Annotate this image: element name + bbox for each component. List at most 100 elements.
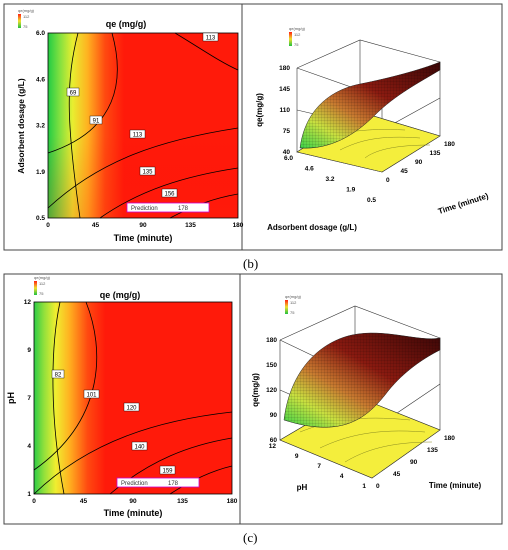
y-tick-label: 4 <box>340 473 344 480</box>
legend-colorbar <box>34 281 37 295</box>
z-tick-label: 180 <box>266 337 277 344</box>
x-tick-label: 135 <box>427 447 438 454</box>
y-tick-label: 4.6 <box>305 166 314 173</box>
z-tick-label: 60 <box>270 437 278 444</box>
x-tick-label: 45 <box>92 222 100 229</box>
panel-c-frame-right <box>239 273 503 525</box>
x-tick-label: 135 <box>430 150 441 157</box>
y-tick-label: 1.9 <box>346 187 355 194</box>
contour-label: 113 <box>133 133 143 139</box>
heatmap-b-border <box>47 32 239 219</box>
panel-c: 82 101 120 140 159 Prediction 178 qe (mg… <box>3 273 503 525</box>
prediction-value: 178 <box>168 481 179 487</box>
panel-b: 69 91 113 113 135 156 Prediction 178 qe … <box>3 3 503 251</box>
contour-line <box>47 32 118 154</box>
legend-b-3d: qe(mg/g) 112 75 <box>289 26 306 47</box>
y-tick-label: 9 <box>27 347 31 354</box>
contour-label: 101 <box>86 393 97 399</box>
z-tick-label: 145 <box>279 86 290 93</box>
heatmap-c-ticks: 0 45 90 135 180 1 4 7 9 12 <box>24 299 238 505</box>
contour-labels-b: 69 91 113 113 135 156 <box>66 32 219 198</box>
heatmap-b-xlabel: Time (minute) <box>114 233 173 243</box>
panel-b-frame-right <box>241 3 503 251</box>
contour-label: 159 <box>162 469 173 475</box>
x-tick-label: 180 <box>444 435 455 442</box>
legend-colorbar <box>18 14 21 28</box>
contour-label: 120 <box>126 406 137 412</box>
contour-line <box>47 127 239 209</box>
legend-colorbar <box>289 32 292 46</box>
contour-line <box>33 301 98 471</box>
legend-min: 75 <box>39 291 44 296</box>
caption-b: (b) <box>243 256 259 271</box>
y-tick-label: 6.0 <box>284 155 293 162</box>
x-tick-label: 90 <box>415 159 423 166</box>
heatmap-b-shade <box>48 33 238 218</box>
z-tick-label: 180 <box>279 65 290 72</box>
y-tick-label: 7 <box>27 395 31 402</box>
y-tick-label: 4.6 <box>36 76 45 83</box>
y-tick-label: 0.5 <box>367 197 376 204</box>
legend-max: 112 <box>290 300 297 305</box>
y-tick-label: 1.9 <box>36 169 45 176</box>
z-tick-label: 150 <box>266 362 277 369</box>
prediction-label: Prediction <box>131 206 158 212</box>
contour-line <box>33 411 233 495</box>
z-tick-label: 90 <box>270 412 278 419</box>
surface-c-zlabel: qe(mg/g) <box>251 373 260 407</box>
x-tick-label: 90 <box>139 222 147 229</box>
y-tick-label: 1 <box>362 483 366 490</box>
legend-header: qe(mg/g) <box>285 294 302 299</box>
z-tick-label: 40 <box>283 149 291 156</box>
legend-header: qe(mg/g) <box>18 8 35 13</box>
contour-line <box>169 465 233 495</box>
contour-label: 140 <box>134 445 145 451</box>
legend-header: qe(mg/g) <box>34 275 51 280</box>
surface-c: qe(mg/g) 112 75 609012015018004590135180… <box>251 294 481 492</box>
z-tick-label: 120 <box>266 387 277 394</box>
contour-label: 91 <box>93 119 100 125</box>
legend-header: qe(mg/g) <box>289 26 306 31</box>
z-tick-label: 75 <box>283 128 291 135</box>
legend-colorbar <box>285 300 288 314</box>
y-tick-label: 9 <box>295 453 299 460</box>
y-tick-label: 4 <box>27 443 31 450</box>
x-tick-label: 90 <box>410 459 418 466</box>
heatmap-b-ylabel: Adsorbent dosage (g/L) <box>16 78 26 174</box>
heatmap-b-title: qe (mg/g) <box>106 19 147 29</box>
legend-min: 75 <box>290 310 295 315</box>
x-tick-label: 180 <box>227 498 238 505</box>
z-tick-label: 110 <box>280 107 291 114</box>
y-tick-label: 1 <box>27 491 31 498</box>
heatmap-c-ylabel: pH <box>6 392 16 404</box>
legend-max: 112 <box>23 14 30 19</box>
surface-b-zlabel: qe(mg/g) <box>255 93 264 127</box>
contour-label: 156 <box>164 192 175 198</box>
y-tick-label: 7 <box>317 463 321 470</box>
x-tick-label: 135 <box>177 498 188 505</box>
prediction-label: Prediction <box>121 481 148 487</box>
legend-b: qe(mg/g) 112 75 <box>18 8 35 29</box>
x-tick-label: 0 <box>386 177 390 184</box>
heatmap-b-ticks: 0 45 90 135 180 0.5 1.9 3.2 4.6 6.0 <box>36 30 244 229</box>
surface-c-ticks: 60 90 120 150 180 0 45 90 135 180 12 9 7 4 1 <box>266 337 455 490</box>
heatmap-c-title: qe (mg/g) <box>100 290 141 300</box>
prediction-box <box>126 202 210 213</box>
contour-label: 135 <box>142 170 153 176</box>
surface-b-xlabel: Time (minute) <box>437 191 490 216</box>
legend-c: qe(mg/g) 112 75 <box>34 275 51 296</box>
heatmap-c-xlabel: Time (minute) <box>104 508 163 518</box>
contour-label: 113 <box>206 36 216 42</box>
x-tick-label: 45 <box>393 471 401 478</box>
legend-max: 112 <box>39 281 46 286</box>
x-tick-label: 0 <box>32 498 36 505</box>
contour-labels-c: 82 101 120 140 159 <box>51 369 176 475</box>
prediction-value: 178 <box>178 206 189 212</box>
prediction-box <box>116 477 200 488</box>
surface-c-xlabel: Time (minute) <box>429 481 482 490</box>
x-tick-label: 90 <box>129 498 137 505</box>
contour-line <box>52 301 65 495</box>
legend-c-3d: qe(mg/g) 112 75 <box>285 294 302 315</box>
contour-line <box>174 32 239 71</box>
